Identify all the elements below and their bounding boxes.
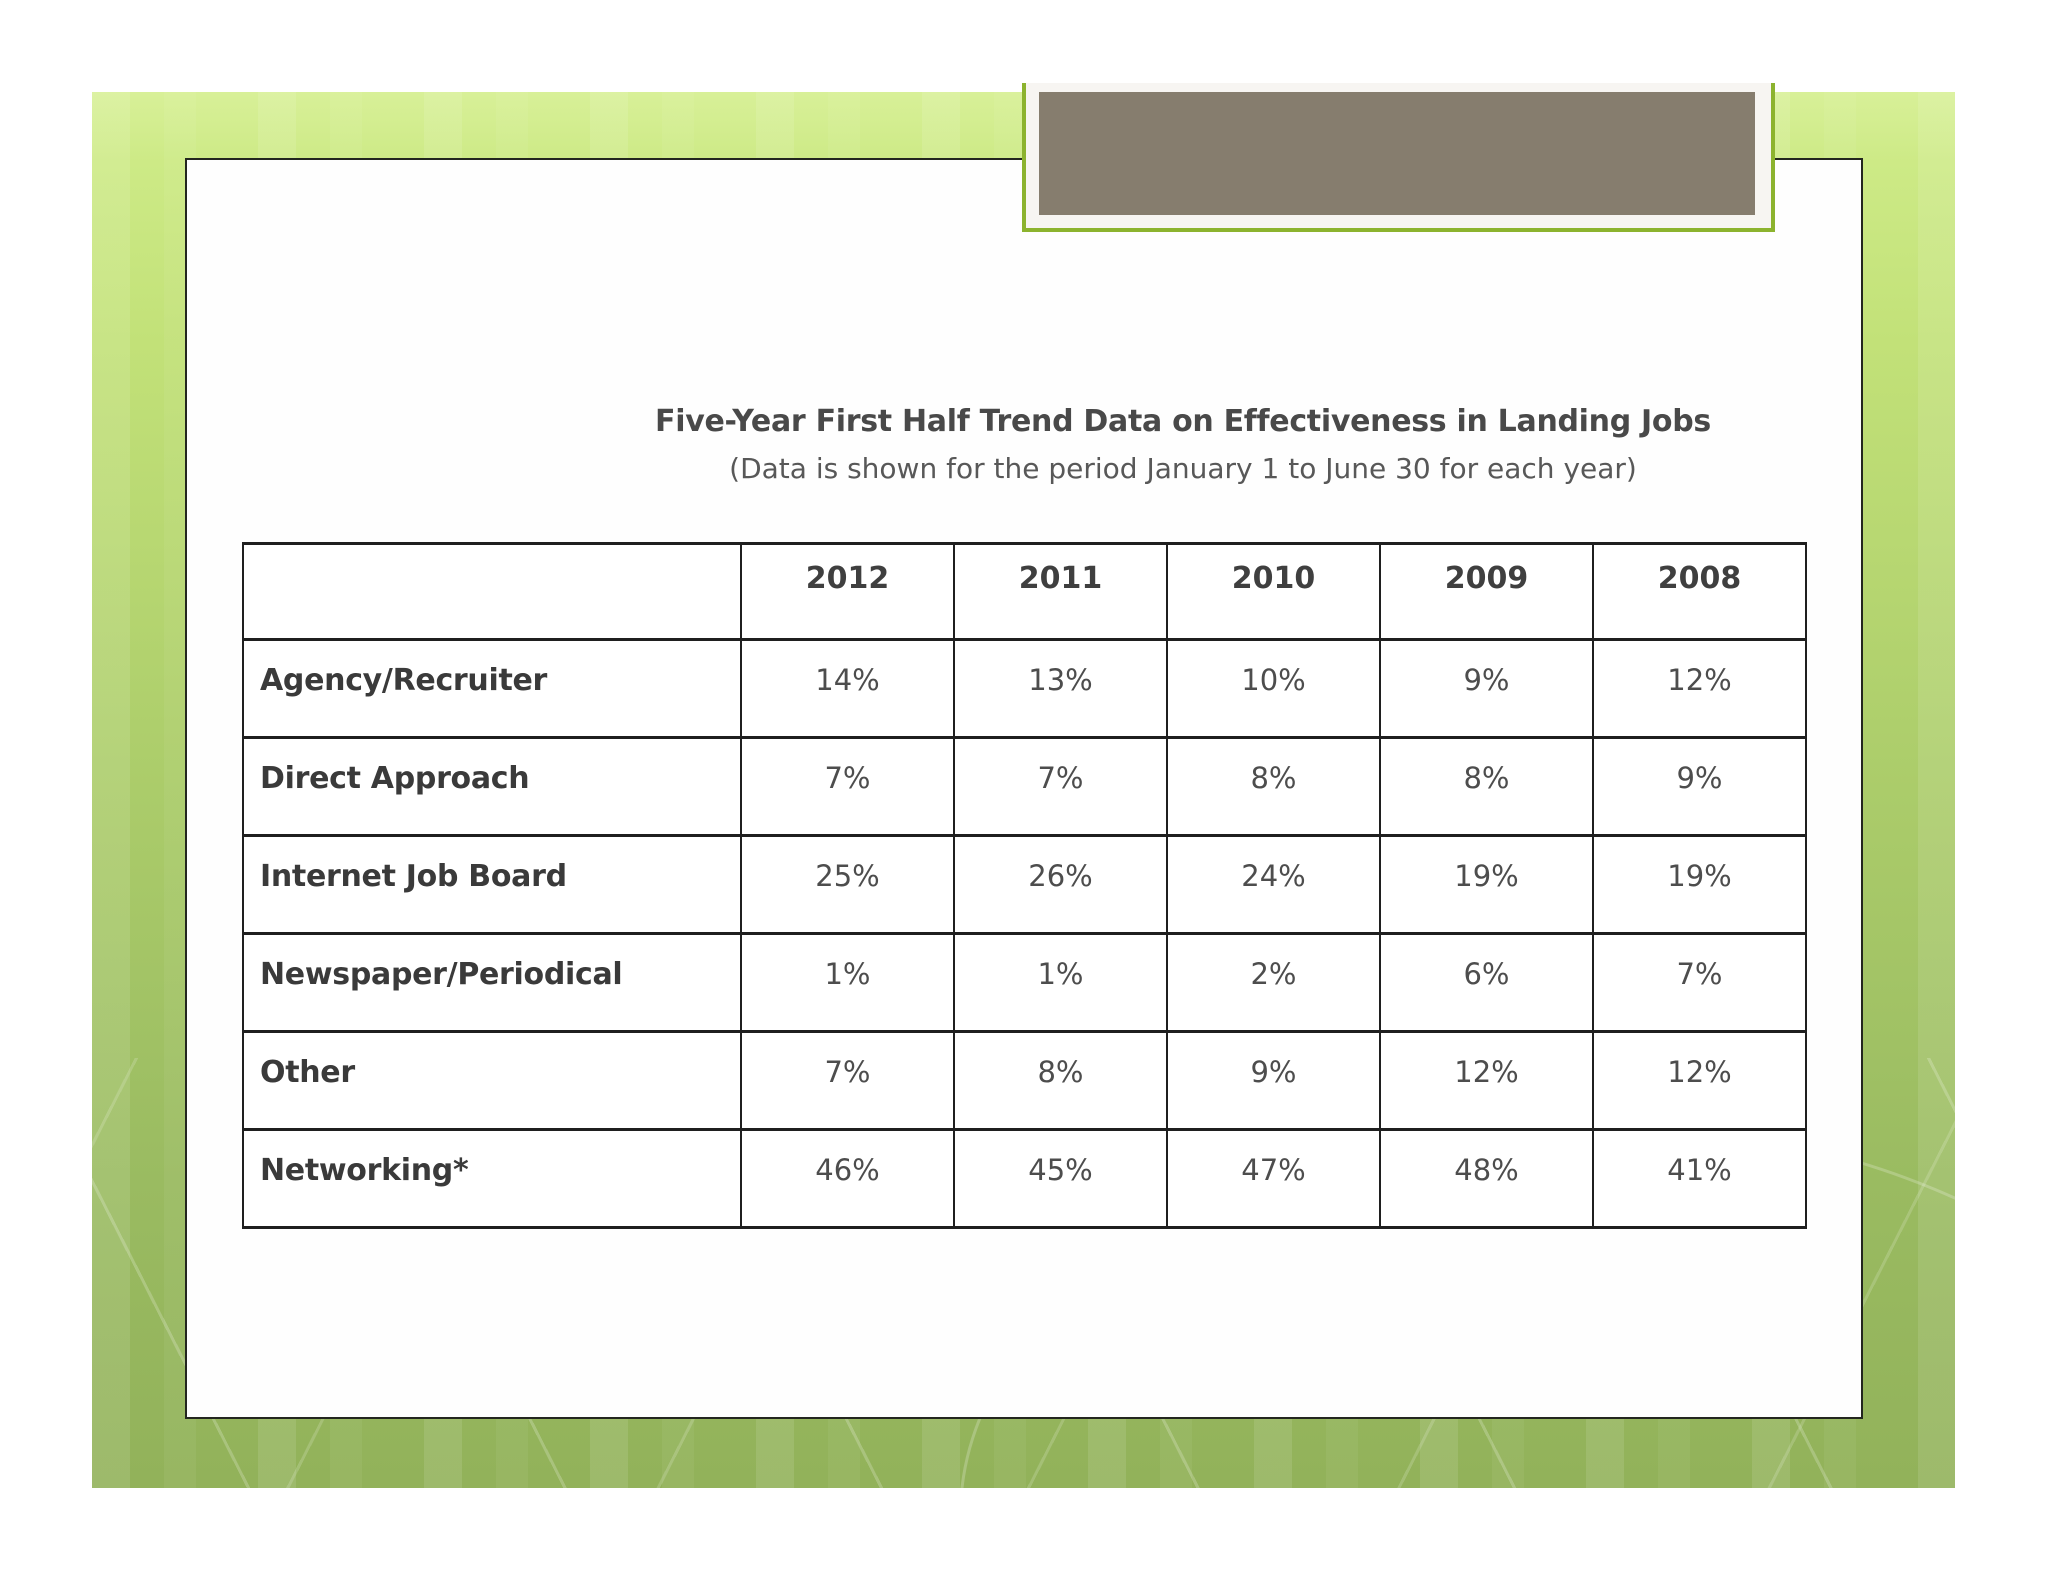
cell-value: 12% — [1592, 1030, 1807, 1131]
row-label: Agency/Recruiter — [242, 638, 742, 739]
cell-value: 26% — [953, 834, 1168, 935]
cell-value: 8% — [953, 1030, 1168, 1131]
table-header-row: 2012 2011 2010 2009 2008 — [242, 542, 1807, 641]
header-cell-year: 2009 — [1379, 542, 1594, 641]
header-cell-year: 2012 — [740, 542, 955, 641]
title-placeholder-fill — [1039, 92, 1755, 215]
cell-value: 7% — [740, 736, 955, 837]
table-title: Five-Year First Half Trend Data on Effec… — [655, 404, 1711, 439]
row-label: Internet Job Board — [242, 834, 742, 935]
cell-value: 25% — [740, 834, 955, 935]
header-cell-year: 2010 — [1166, 542, 1381, 641]
cell-value: 9% — [1166, 1030, 1381, 1131]
cell-value: 13% — [953, 638, 1168, 739]
table-row: Direct Approach 7% 7% 8% 8% 9% — [242, 736, 1807, 837]
row-label: Other — [242, 1030, 742, 1131]
header-cell-empty — [242, 542, 742, 641]
cell-value: 1% — [740, 932, 955, 1033]
cell-value: 8% — [1166, 736, 1381, 837]
row-label: Direct Approach — [242, 736, 742, 837]
cell-value: 9% — [1592, 736, 1807, 837]
cell-value: 1% — [953, 932, 1168, 1033]
table-row: Agency/Recruiter 14% 13% 10% 9% 12% — [242, 638, 1807, 739]
cell-value: 14% — [740, 638, 955, 739]
header-cell-year: 2008 — [1592, 542, 1807, 641]
title-placeholder-box — [1022, 83, 1775, 232]
cell-value: 24% — [1166, 834, 1381, 935]
table-row: Internet Job Board 25% 26% 24% 19% 19% — [242, 834, 1807, 935]
cell-value: 10% — [1166, 638, 1381, 739]
slide-content-area: Five-Year First Half Trend Data on Effec… — [185, 158, 1863, 1419]
cell-value: 7% — [953, 736, 1168, 837]
row-label: Newspaper/Periodical — [242, 932, 742, 1033]
cell-value: 41% — [1592, 1128, 1807, 1229]
cell-value: 8% — [1379, 736, 1594, 837]
cell-value: 47% — [1166, 1128, 1381, 1229]
cell-value: 6% — [1379, 932, 1594, 1033]
trend-data-table: 2012 2011 2010 2009 2008 Agency/Recruite… — [242, 542, 1807, 1229]
cell-value: 12% — [1379, 1030, 1594, 1131]
cell-value: 7% — [1592, 932, 1807, 1033]
cell-value: 19% — [1592, 834, 1807, 935]
cell-value: 9% — [1379, 638, 1594, 739]
table-row: Networking* 46% 45% 47% 48% 41% — [242, 1128, 1807, 1229]
row-label: Networking* — [242, 1128, 742, 1229]
table-subtitle: (Data is shown for the period January 1 … — [729, 452, 1637, 485]
cell-value: 7% — [740, 1030, 955, 1131]
cell-value: 46% — [740, 1128, 955, 1229]
cell-value: 12% — [1592, 638, 1807, 739]
cell-value: 2% — [1166, 932, 1381, 1033]
header-cell-year: 2011 — [953, 542, 1168, 641]
cell-value: 19% — [1379, 834, 1594, 935]
cell-value: 48% — [1379, 1128, 1594, 1229]
cell-value: 45% — [953, 1128, 1168, 1229]
table-row: Newspaper/Periodical 1% 1% 2% 6% 7% — [242, 932, 1807, 1033]
table-row: Other 7% 8% 9% 12% 12% — [242, 1030, 1807, 1131]
table-heading-block: Five-Year First Half Trend Data on Effec… — [500, 402, 1866, 488]
